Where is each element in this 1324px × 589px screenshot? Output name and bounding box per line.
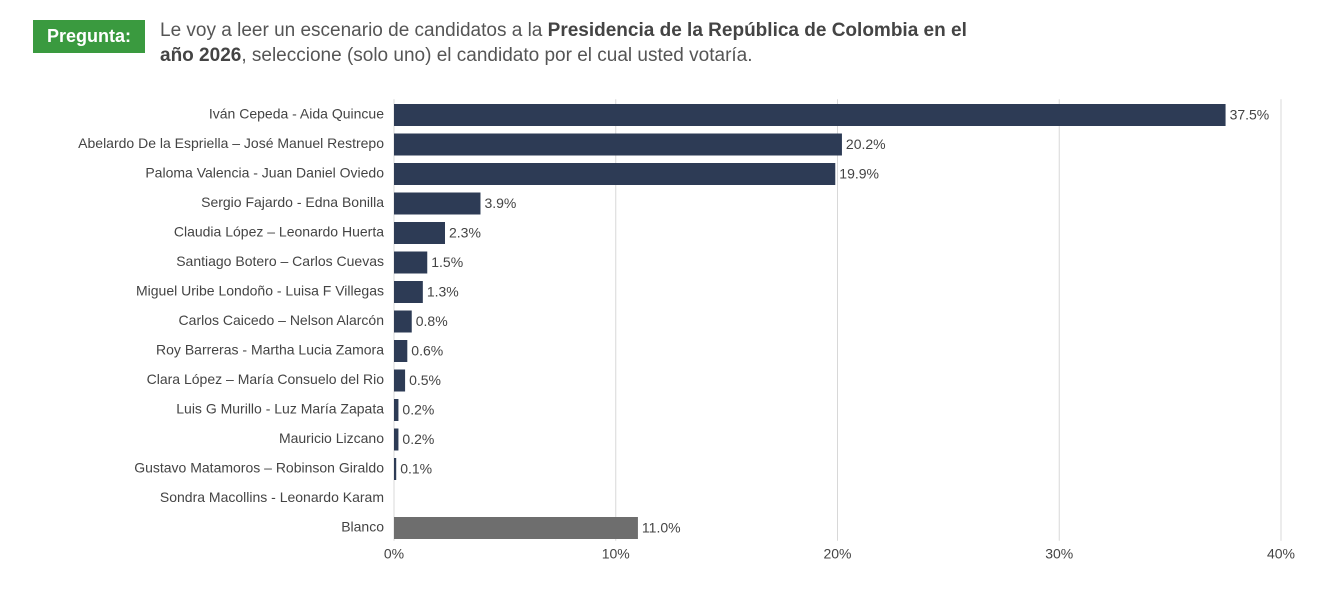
bar bbox=[394, 369, 406, 392]
value-label: 3.9% bbox=[484, 195, 516, 211]
value-label: 11.0% bbox=[642, 520, 681, 536]
y-tick-label: Gustavo Matamoros – Robinson Giraldo bbox=[134, 460, 384, 476]
y-tick-label: Carlos Caicedo – Nelson Alarcón bbox=[179, 312, 384, 328]
x-tick-label: 30% bbox=[1045, 545, 1073, 561]
x-tick-label: 40% bbox=[1267, 545, 1295, 561]
y-tick-label: Sondra Macollins - Leonardo Karam bbox=[160, 489, 384, 505]
bar bbox=[394, 458, 397, 480]
y-tick-label: Miguel Uribe Londoño - Luisa F Villegas bbox=[136, 283, 384, 299]
bar bbox=[394, 163, 836, 185]
value-label: 0.2% bbox=[402, 431, 434, 447]
x-tick-label: 10% bbox=[602, 545, 630, 561]
bar bbox=[394, 104, 1226, 126]
y-tick-label: Roy Barreras - Martha Lucia Zamora bbox=[156, 342, 384, 358]
bar bbox=[394, 251, 428, 274]
value-label: 1.3% bbox=[427, 284, 459, 300]
value-label: 1.5% bbox=[431, 254, 463, 270]
value-label: 0.6% bbox=[411, 343, 443, 359]
bar bbox=[394, 222, 446, 244]
value-label: 19.9% bbox=[839, 166, 879, 182]
y-tick-label: Mauricio Lizcano bbox=[279, 430, 384, 446]
y-tick-label: Luis G Murillo - Luz María Zapata bbox=[176, 401, 384, 417]
value-label: 0.1% bbox=[400, 461, 432, 477]
y-tick-label: Iván Cepeda - Aida Quincue bbox=[209, 106, 384, 122]
value-label: 0.5% bbox=[409, 372, 441, 388]
y-tick-label: Clara López – María Consuelo del Rio bbox=[147, 371, 385, 387]
y-tick-label: Santiago Botero – Carlos Cuevas bbox=[176, 253, 384, 269]
y-tick-label: Sergio Fajardo - Edna Bonilla bbox=[201, 194, 384, 210]
question-text: Le voy a leer un escenario de candidatos… bbox=[160, 20, 548, 41]
bar bbox=[394, 192, 481, 215]
x-tick-label: 20% bbox=[823, 545, 851, 561]
bar bbox=[394, 517, 638, 539]
value-label: 0.2% bbox=[402, 402, 434, 418]
y-tick-label: Blanco bbox=[341, 519, 384, 535]
bar bbox=[394, 310, 412, 333]
question: Le voy a leer un escenario de candidatos… bbox=[160, 18, 990, 68]
question-tag: Pregunta: bbox=[33, 20, 145, 53]
y-tick-label: Paloma Valencia - Juan Daniel Oviedo bbox=[145, 165, 384, 181]
bar bbox=[394, 133, 842, 156]
value-label: 0.8% bbox=[416, 313, 448, 329]
bar bbox=[394, 428, 399, 451]
question-bold: Presidencia de la República de Colombia … bbox=[160, 20, 967, 66]
y-tick-label: Abelardo De la Espriella – José Manuel R… bbox=[78, 135, 384, 151]
x-tick-label: 0% bbox=[384, 545, 404, 561]
y-tick-label: Claudia López – Leonardo Huerta bbox=[174, 224, 384, 240]
bar bbox=[394, 399, 399, 421]
question-text: , seleccione (solo uno) el candidato por… bbox=[241, 45, 753, 66]
value-label: 2.3% bbox=[449, 225, 481, 241]
bar bbox=[394, 340, 408, 362]
value-label: 20.2% bbox=[846, 136, 886, 152]
bar bbox=[394, 281, 423, 303]
value-label: 37.5% bbox=[1230, 107, 1270, 123]
